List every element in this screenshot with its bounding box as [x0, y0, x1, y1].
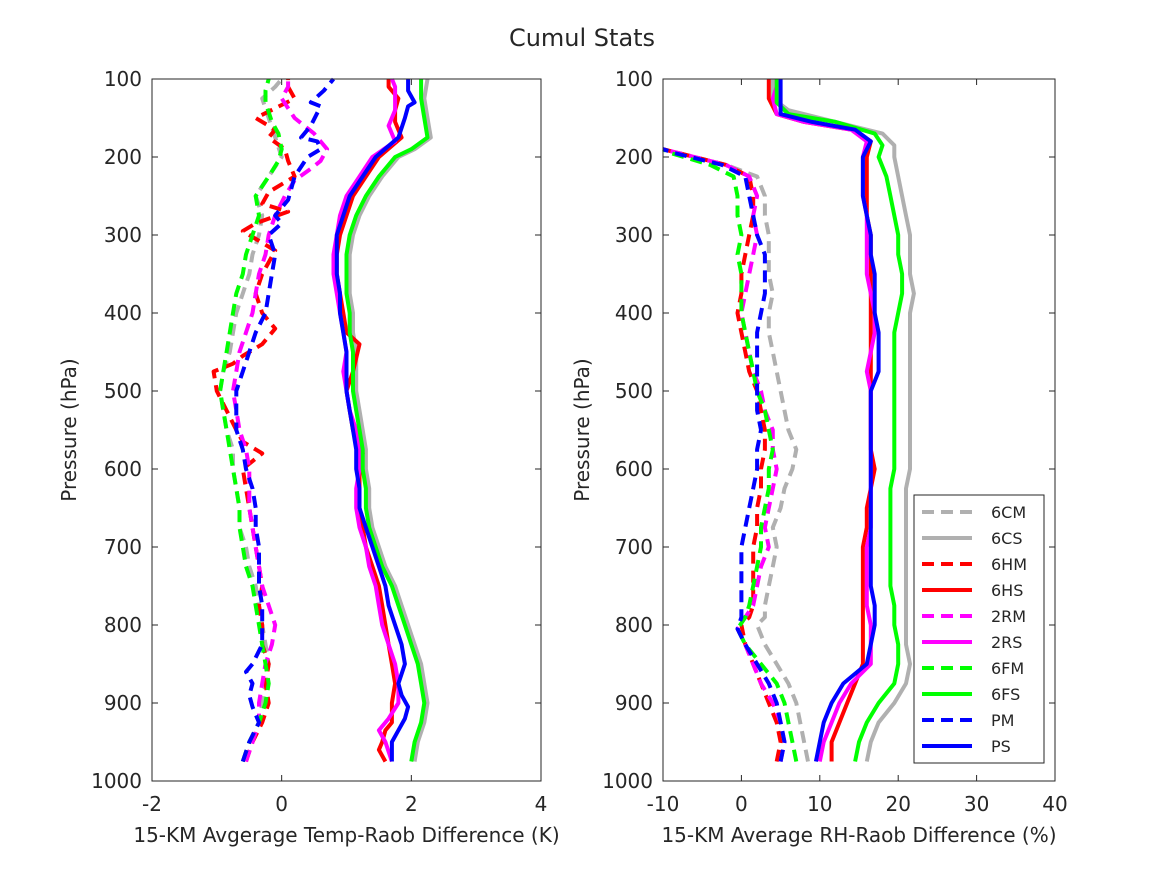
- temp-series-ps: [334, 79, 417, 762]
- temp-xtick-label: 4: [535, 792, 548, 816]
- temp-ytick-label: 800: [104, 613, 142, 637]
- rh-xtick-label: 40: [1042, 792, 1067, 816]
- rh-series-6cm: [662, 147, 810, 762]
- rh-ytick-label: 800: [615, 613, 653, 637]
- legend-label-6cm: 6CM: [991, 503, 1026, 522]
- temp-panel-frame: [151, 78, 542, 782]
- temp-difference-panel: -2 0 2 4 100 200 300 400 500 600 700 800 900 1000 15-…: [57, 67, 560, 847]
- legend-label-6cs: 6CS: [991, 529, 1023, 548]
- legend-label-6fs: 6FS: [991, 685, 1020, 704]
- temp-xtick-label: -2: [142, 792, 162, 816]
- rh-xtick-label: -10: [647, 792, 680, 816]
- rh-ytick-label: 500: [615, 379, 653, 403]
- legend-label-6fm: 6FM: [991, 659, 1024, 678]
- rh-ytick-label: 700: [615, 535, 653, 559]
- temp-xtick-label: 2: [405, 792, 418, 816]
- temp-series-6cs: [347, 78, 433, 762]
- legend-label-2rs: 2RS: [991, 633, 1022, 652]
- rh-ytick-label: 300: [615, 223, 653, 247]
- rh-ytick-label: 100: [615, 67, 653, 91]
- temp-panel-ticks: -2 0 2 4 100 200 300 400 500 600 700 800 900 1000: [91, 67, 547, 816]
- rh-panel-ticks: -10 0 10 20 30 40 100 200 300 400 500 600 700 800 900 1…: [602, 67, 1068, 816]
- temp-series-6fm: [218, 78, 284, 763]
- temp-series-6fs: [344, 79, 430, 762]
- temp-panel-background: [152, 79, 541, 781]
- temp-ytick-label: 500: [104, 379, 142, 403]
- rh-panel-ylabel: Pressure (hPa): [570, 358, 594, 501]
- legend-label-6hm: 6HM: [991, 555, 1027, 574]
- temp-ytick-label: 700: [104, 535, 142, 559]
- rh-xtick-label: 10: [807, 792, 832, 816]
- rh-ytick-label: 900: [615, 691, 653, 715]
- legend-label-2rm: 2RM: [991, 607, 1026, 626]
- rh-ytick-label: 600: [615, 457, 653, 481]
- temp-xtick-label: 0: [275, 792, 288, 816]
- temp-panel-xlabel: 15-KM Avgerage Temp-Raob Difference (K): [133, 823, 559, 847]
- temp-ytick-label: 600: [104, 457, 142, 481]
- temp-ytick-label: 100: [104, 67, 142, 91]
- legend-label-6hs: 6HS: [991, 581, 1023, 600]
- rh-xtick-label: 0: [735, 792, 748, 816]
- legend-label-ps: PS: [991, 737, 1011, 756]
- rh-ytick-label: 200: [615, 145, 653, 169]
- rh-ytick-label: 1000: [602, 769, 653, 793]
- legend-label-pm: PM: [991, 711, 1014, 730]
- rh-series-6cs: [770, 79, 916, 762]
- temp-ytick-label: 400: [104, 301, 142, 325]
- legend-box: [913, 494, 1045, 764]
- temp-ytick-label: 200: [104, 145, 142, 169]
- rh-ytick-label: 400: [615, 301, 653, 325]
- temp-ytick-label: 1000: [91, 769, 142, 793]
- temp-panel-ylabel: Pressure (hPa): [57, 358, 81, 501]
- legend-items: 6CM 6CS 6HM 6HS 2RM 2RS 6FM 6FS PM PS: [922, 503, 1027, 756]
- temp-ytick-label: 900: [104, 691, 142, 715]
- temp-panel-lines: [211, 77, 433, 763]
- rh-xtick-label: 20: [885, 792, 910, 816]
- rh-series-6fs: [774, 79, 905, 762]
- rh-panel-frame: [662, 78, 1056, 782]
- temp-series-pm: [234, 77, 336, 763]
- rh-series-pm: [662, 147, 787, 762]
- rh-panel-lines: [662, 79, 916, 762]
- rh-xtick-label: 30: [964, 792, 989, 816]
- rh-panel-xlabel: 15-KM Average RH-Raob Difference (%): [661, 823, 1056, 847]
- legend: 6CM 6CS 6HM 6HS 2RM 2RS 6FM 6FS PM PS: [913, 494, 1045, 764]
- temp-series-6cm: [218, 77, 284, 763]
- figure-title: Cumul Stats: [509, 24, 655, 52]
- rh-series-ps: [778, 79, 881, 762]
- temp-series-2rm: [231, 79, 330, 763]
- temp-ytick-label: 300: [104, 223, 142, 247]
- temp-series-6hm: [211, 79, 297, 763]
